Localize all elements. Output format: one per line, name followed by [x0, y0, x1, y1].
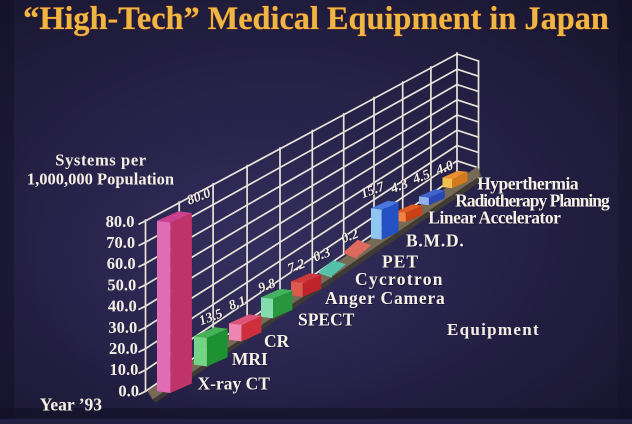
svg-text:80.0: 80.0 [106, 212, 135, 231]
svg-text:B.M.D.: B.M.D. [407, 232, 465, 252]
svg-text:PET: PET [382, 252, 419, 272]
svg-text:7.2: 7.2 [287, 256, 309, 276]
svg-text:8.1: 8.1 [226, 293, 247, 313]
svg-text:7.2: 7.2 [285, 256, 307, 276]
svg-text:0.2: 0.2 [340, 226, 362, 246]
svg-text:MRI: MRI [232, 349, 268, 369]
svg-text:Radiotherapy Planning: Radiotherapy Planning [456, 192, 611, 212]
svg-text:SPECT: SPECT [299, 311, 356, 331]
svg-text:9.8: 9.8 [257, 276, 279, 296]
svg-text:Systems per: Systems per [55, 151, 146, 170]
svg-text:Hyperthermia: Hyperthermia [478, 175, 580, 195]
svg-text:20.0: 20.0 [109, 339, 138, 358]
svg-text:X-ray CT: X-ray CT [199, 375, 272, 395]
svg-text:X-ray CT: X-ray CT [198, 374, 271, 394]
svg-text:50.0: 50.0 [107, 275, 136, 294]
svg-text:PET: PET [383, 253, 420, 273]
svg-text:4.0: 4.0 [434, 158, 457, 179]
svg-text:0.3: 0.3 [312, 245, 334, 265]
svg-text:Hyperthermia: Hyperthermia [477, 174, 579, 194]
svg-text:4.0: 4.0 [433, 157, 456, 178]
svg-text:“High-Tech” Medical Equipment: “High-Tech” Medical Equipment in Japan [23, 0, 609, 36]
svg-text:4.3: 4.3 [388, 176, 411, 197]
svg-text:Cycrotron: Cycrotron [356, 270, 445, 290]
svg-text:CR: CR [264, 331, 290, 351]
svg-text:0.0: 0.0 [118, 381, 139, 400]
svg-text:40.0: 40.0 [108, 297, 137, 316]
svg-text:60.0: 60.0 [107, 254, 136, 273]
svg-text:4.5: 4.5 [410, 166, 433, 187]
svg-text:4.3: 4.3 [389, 176, 412, 197]
svg-text:Year ’93: Year ’93 [40, 395, 103, 415]
svg-text:0.2: 0.2 [339, 226, 361, 246]
svg-text:70.0: 70.0 [106, 233, 135, 252]
svg-text:4.5: 4.5 [411, 167, 434, 188]
svg-text:Linear Accelerator: Linear Accelerator [428, 208, 561, 228]
svg-text:0.3: 0.3 [311, 244, 333, 264]
svg-text:B.M.D.: B.M.D. [406, 231, 464, 251]
svg-text:Equipment: Equipment [447, 320, 540, 339]
svg-text:SPECT: SPECT [298, 310, 355, 330]
svg-text:MRI: MRI [233, 350, 269, 370]
svg-text:Anger Camera: Anger Camera [326, 289, 447, 309]
svg-text:Cycrotron: Cycrotron [355, 269, 444, 289]
svg-text:Anger Camera: Anger Camera [325, 288, 446, 308]
svg-text:9.8: 9.8 [256, 275, 278, 295]
svg-text:8.1: 8.1 [228, 293, 249, 313]
svg-text:Radiotherapy Planning: Radiotherapy Planning [455, 191, 610, 211]
svg-text:10.0: 10.0 [110, 360, 139, 379]
svg-text:1,000,000 Population: 1,000,000 Population [27, 170, 174, 189]
svg-text:Linear Accelerator: Linear Accelerator [429, 209, 562, 229]
svg-text:30.0: 30.0 [108, 318, 137, 337]
svg-text:CR: CR [265, 332, 291, 352]
